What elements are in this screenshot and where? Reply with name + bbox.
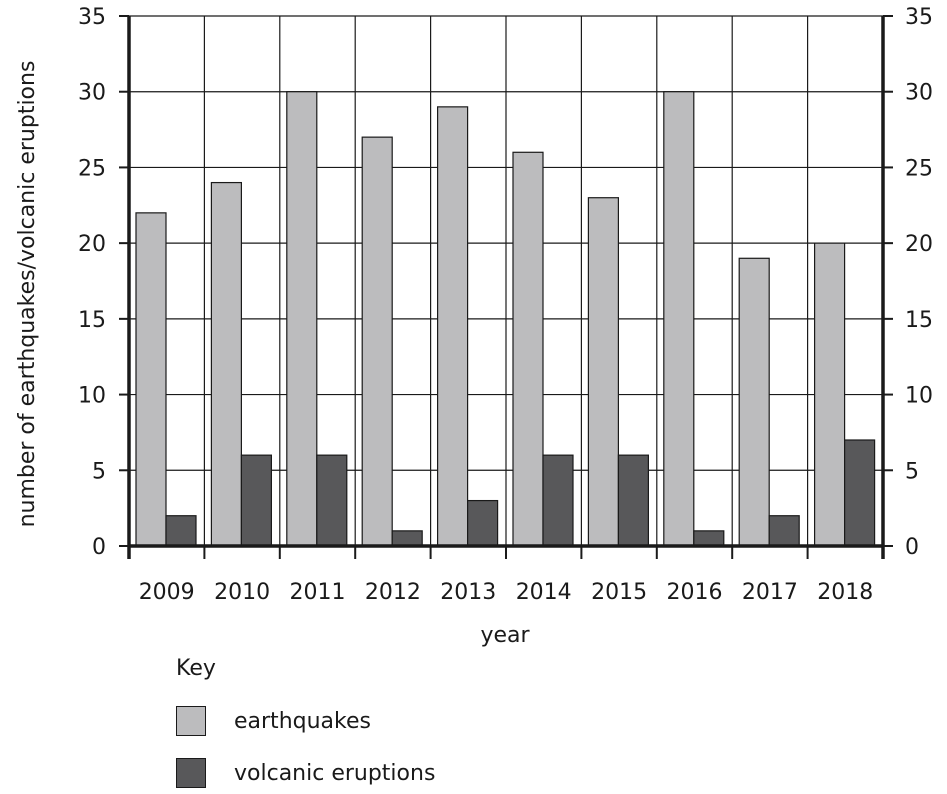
bar-earthquakes-2013 — [437, 106, 469, 547]
bar-volcanic-eruptions-2010 — [240, 454, 272, 547]
y-tick-label-left: 35 — [78, 5, 106, 30]
y-tick-label-left: 20 — [78, 232, 106, 257]
y-axis-title: number of earthquakes/volcanic eruptions — [15, 61, 40, 528]
y-tick-label-right: 0 — [905, 535, 919, 560]
x-tick-label-2013: 2013 — [440, 580, 496, 605]
bar-earthquakes-2012 — [361, 136, 393, 547]
y-tick-label-left: 10 — [78, 384, 106, 409]
x-tick-label-2014: 2014 — [516, 580, 572, 605]
x-axis-title: year — [480, 623, 530, 648]
y-tick-label-right: 30 — [905, 81, 933, 106]
bar-earthquakes-2017 — [738, 257, 770, 547]
bars — [135, 91, 876, 547]
bar-volcanic-eruptions-2017 — [768, 515, 800, 547]
legend-item-volcanic-eruptions: volcanic eruptions — [176, 758, 435, 788]
x-tick-label-2010: 2010 — [214, 580, 270, 605]
y-tick-label-left: 5 — [92, 459, 106, 484]
bar-earthquakes-2015 — [587, 197, 620, 547]
bar-volcanic-eruptions-2013 — [467, 499, 499, 547]
x-tick-label-2017: 2017 — [742, 580, 798, 605]
legend-title: Key — [176, 656, 216, 681]
y-tick-label-right: 25 — [905, 156, 933, 181]
bar-earthquakes-2016 — [663, 91, 695, 547]
gridlines — [129, 15, 883, 546]
x-tick-label-2018: 2018 — [817, 580, 873, 605]
legend-swatch-earthquakes — [176, 706, 206, 736]
bar-earthquakes-2010 — [210, 181, 242, 547]
x-tick-label-2009: 2009 — [139, 580, 195, 605]
y-tick-label-right: 5 — [905, 459, 919, 484]
tick-labels: 0 0 5 5 10 10 15 15 20 20 25 25 30 30 35 35 2009 2010 2011… — [78, 5, 933, 605]
bar-volcanic-eruptions-2014 — [542, 454, 574, 547]
y-tick-label-right: 10 — [905, 384, 933, 409]
bar-volcanic-eruptions-2011 — [316, 454, 348, 547]
y-tick-label-left: 25 — [78, 156, 106, 181]
y-tick-label-left: 0 — [92, 535, 106, 560]
y-tick-label-right: 35 — [905, 5, 933, 30]
axes — [119, 15, 893, 559]
bar-volcanic-eruptions-2016 — [693, 530, 725, 547]
y-tick-label-left: 30 — [78, 81, 106, 106]
x-tick-label-2015: 2015 — [591, 580, 647, 605]
bar-volcanic-eruptions-2009 — [165, 515, 197, 547]
bar-volcanic-eruptions-2018 — [843, 439, 876, 547]
y-tick-label-left: 15 — [78, 308, 106, 333]
x-tick-label-2011: 2011 — [290, 580, 346, 605]
bar-volcanic-eruptions-2015 — [617, 454, 650, 547]
bar-earthquakes-2009 — [135, 212, 167, 547]
legend-label-earthquakes: earthquakes — [234, 708, 371, 734]
bar-volcanic-eruptions-2012 — [391, 530, 423, 547]
x-tick-label-2012: 2012 — [365, 580, 421, 605]
bar-earthquakes-2018 — [813, 242, 846, 547]
legend-swatch-volcanic-eruptions — [176, 758, 206, 788]
bar-earthquakes-2014 — [512, 151, 544, 547]
legend-item-earthquakes: earthquakes — [176, 706, 371, 736]
y-tick-label-right: 20 — [905, 232, 933, 257]
bar-earthquakes-2011 — [286, 91, 318, 547]
x-tick-label-2016: 2016 — [667, 580, 723, 605]
legend-label-volcanic-eruptions: volcanic eruptions — [234, 760, 436, 786]
y-tick-label-right: 15 — [905, 308, 933, 333]
